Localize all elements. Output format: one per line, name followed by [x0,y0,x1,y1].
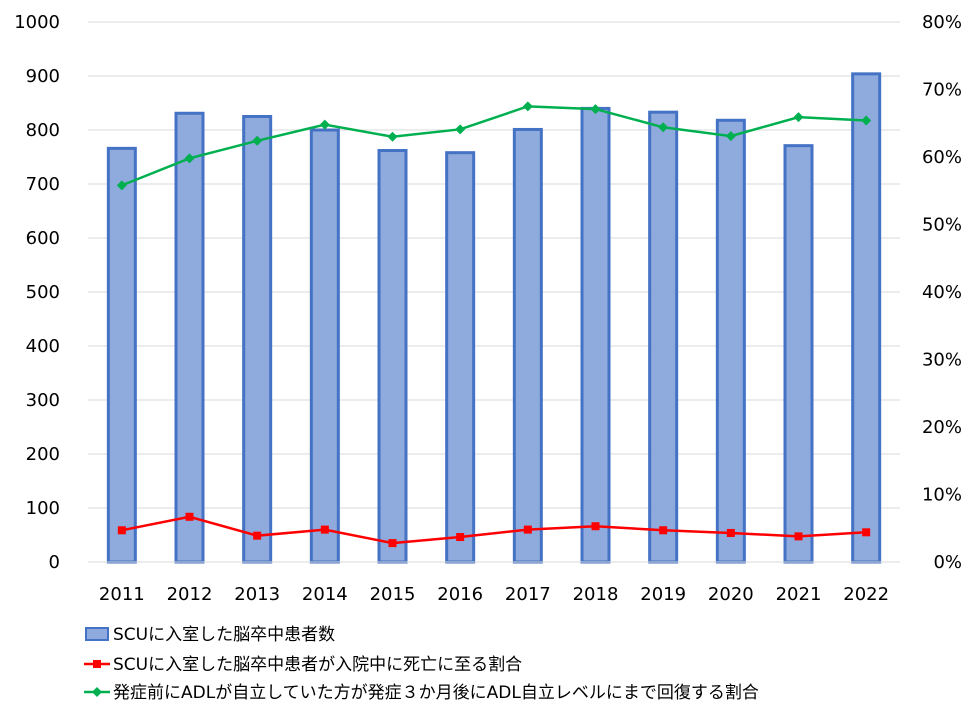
series-line [121,515,867,545]
y2-tick-label: 60% [922,147,962,168]
y-axis-left-ticks: 0 100 200 300 400 500 600 700 800 900 1000 [14,12,60,573]
x-tick-label: 2014 [302,584,348,605]
y2-tick-label: 0% [933,552,962,573]
data-point [590,104,601,115]
line-series [116,101,872,548]
gridlines [88,21,900,509]
x-tick-label: 2021 [776,584,822,605]
data-point [591,522,600,531]
y-tick-label: 300 [26,390,60,411]
legend: SCUに入室した脳卒中患者数 SCUに入室した脳卒中患者が入院中に死亡に至る割合発… [84,625,759,703]
y-tick-label: 200 [26,444,60,465]
data-point [319,119,330,130]
x-tick-label: 2013 [234,584,280,605]
data-point [456,533,465,542]
bar [648,110,679,564]
bar [242,115,273,564]
bar [783,144,814,564]
data-point [793,112,804,123]
x-tick-label: 2012 [167,584,213,605]
data-point [794,532,803,541]
y2-tick-label: 50% [922,215,962,236]
bar [580,106,611,564]
y-tick-label: 400 [26,336,60,357]
data-point [116,180,127,191]
data-point [522,101,533,112]
y-tick-label: 1000 [14,12,60,33]
bar [309,128,340,564]
data-point [184,153,195,164]
x-axis-ticks: 2011 2012 2013 2014 2015 2016 2017 2018 2019 2020… [99,584,889,605]
legend-label: SCUに入室した脳卒中患者が入院中に死亡に至る割合 [113,655,522,675]
bar [106,146,137,564]
x-tick-label: 2020 [708,584,754,605]
bar [512,127,543,564]
data-point [725,131,736,142]
legend-item: SCUに入室した脳卒中患者数 [85,625,335,645]
data-point [658,122,669,133]
x-tick-label: 2015 [370,584,416,605]
y2-tick-label: 80% [922,12,962,33]
data-point [320,525,329,534]
legend-item: 発症前にADLが自立していた方が発症３か月後にADL自立レベルにまで回復する割合 [84,683,759,703]
bar [174,111,205,564]
x-tick-label: 2019 [640,584,686,605]
y-tick-label: 700 [26,174,60,195]
bar [445,151,476,564]
y-tick-label: 900 [26,66,60,87]
bar [377,149,408,564]
legend-marker [93,660,101,668]
data-point [659,526,668,535]
legend-label: SCUに入室した脳卒中患者数 [113,625,335,645]
y2-tick-label: 70% [922,80,962,101]
y2-tick-label: 20% [922,417,962,438]
legend-marker [92,687,102,697]
data-point [253,531,262,540]
x-tick-label: 2017 [505,584,551,605]
series-line [121,105,867,187]
x-tick-label: 2018 [573,584,619,605]
data-point [861,115,872,126]
y-tick-label: 800 [26,120,60,141]
data-point [523,525,532,534]
bar [851,72,882,564]
x-tick-label: 2016 [437,584,483,605]
y2-tick-label: 30% [922,350,962,371]
data-point [862,528,871,537]
data-point [185,512,194,521]
y-tick-label: 600 [26,228,60,249]
y-tick-label: 100 [26,498,60,519]
legend-item: SCUに入室した脳卒中患者が入院中に死亡に至る割合 [84,655,522,675]
legend-swatch [85,627,109,641]
y-tick-label: 500 [26,282,60,303]
y2-tick-label: 10% [922,485,962,506]
data-point [455,124,466,135]
data-point [117,526,126,535]
y-tick-label: 0 [49,552,60,573]
legend-label: 発症前にADLが自立していた方が発症３か月後にADL自立レベルにまで回復する割合 [113,683,759,703]
data-point [726,528,735,537]
x-tick-label: 2011 [99,584,145,605]
data-point [387,131,398,142]
x-tick-label: 2022 [843,584,889,605]
data-point [252,135,263,146]
data-point [388,539,397,548]
bar [715,118,746,564]
y-axis-right-ticks: 0% 10% 20% 30% 40% 50% 60% 70% 80% [922,12,962,573]
y2-tick-label: 40% [922,282,962,303]
